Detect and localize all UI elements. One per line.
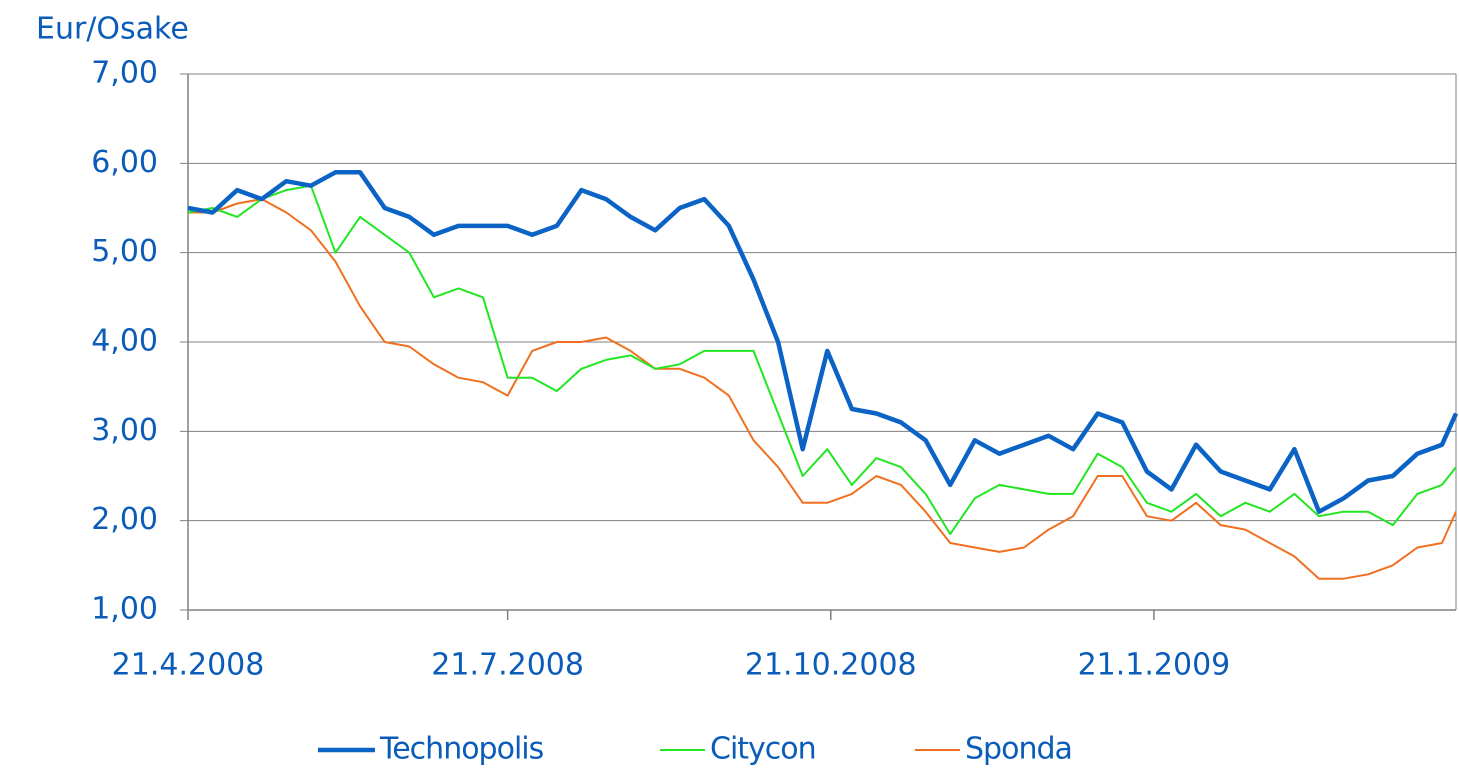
- y-tick-label: 5,00: [91, 234, 158, 269]
- y-tick-label: 6,00: [91, 145, 158, 180]
- x-tick-label: 21.4.2008: [112, 648, 265, 683]
- x-tick-label: 21.10.2008: [745, 648, 917, 683]
- legend-label: Citycon: [710, 732, 816, 767]
- legend-label: Sponda: [965, 732, 1072, 767]
- y-axis-label: Eur/Osake: [36, 12, 189, 47]
- x-tick-label: 21.7.2008: [431, 648, 584, 683]
- series-line: [187, 170, 1459, 514]
- series-line: [188, 198, 1457, 580]
- y-tick-label: 3,00: [91, 413, 158, 448]
- series-line: [187, 184, 1457, 536]
- legend-label: Technopolis: [379, 732, 544, 767]
- x-tick-label: 21.1.2009: [1078, 648, 1231, 683]
- y-tick-label: 4,00: [91, 324, 158, 359]
- y-tick-label: 2,00: [91, 502, 158, 537]
- y-tick-label: 1,00: [91, 592, 158, 627]
- y-tick-label: 7,00: [91, 56, 158, 91]
